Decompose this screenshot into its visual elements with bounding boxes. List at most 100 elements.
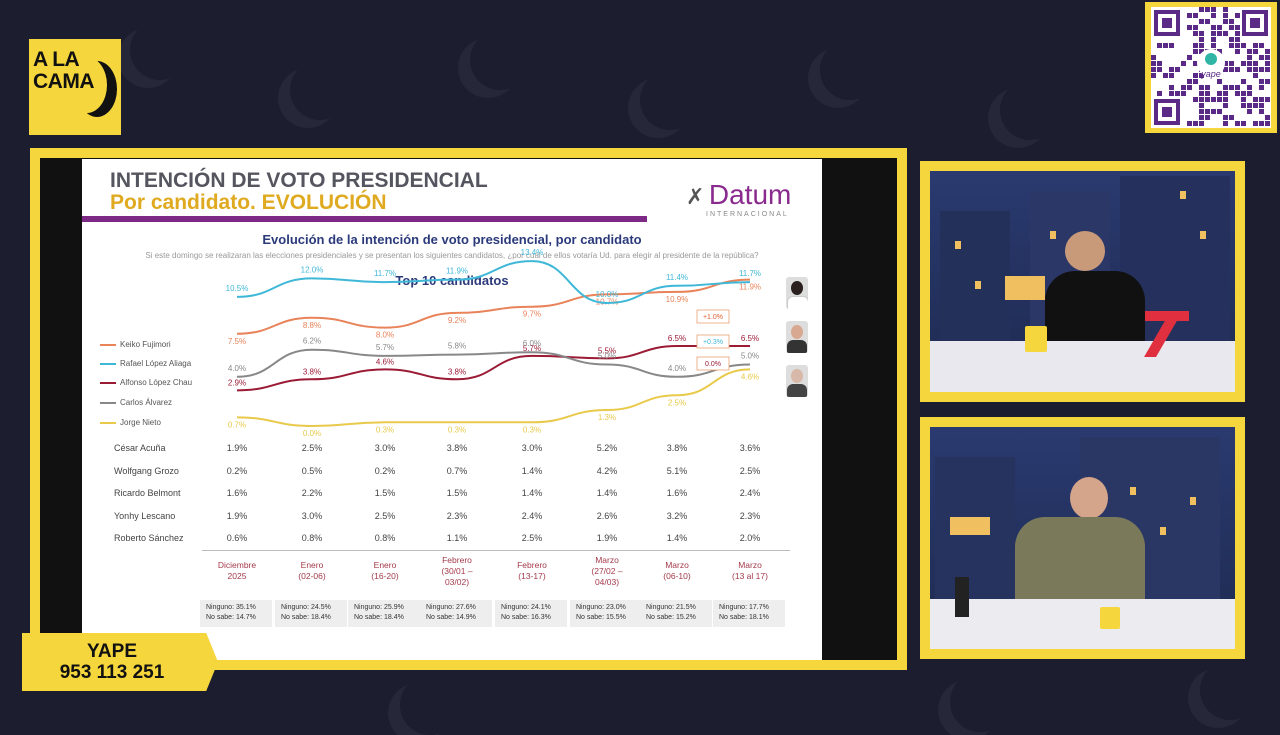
microphone-icon: [955, 577, 969, 617]
date-label: Marzo (27/02 –04/03): [574, 555, 640, 588]
table-cell: 2.4%: [739, 488, 761, 498]
candidate-photo: [786, 365, 808, 397]
series-line: [236, 368, 751, 428]
legend-swatch: [100, 381, 116, 384]
datum-logo: ✗ Datum INTERNACIONAL: [686, 179, 791, 218]
date-label-line: Diciembre: [217, 560, 257, 570]
host-body: [1015, 517, 1145, 607]
data-label: 12.0%: [301, 265, 324, 274]
slide-title: INTENCIÓN DE VOTO PRESIDENCIAL: [110, 169, 488, 192]
date-label: Marzo (13 al 17): [717, 560, 783, 582]
table-cell: 1.4%: [596, 488, 618, 498]
ninguno-value: Ninguno: 35.1%: [206, 604, 256, 611]
legend-swatch: [100, 343, 116, 346]
table-cell: 3.8%: [666, 443, 688, 453]
ninguno-value: Ninguno: 21.5%: [646, 604, 696, 611]
date-label: Enero (02-06): [279, 560, 345, 582]
data-label: 0.7%: [228, 420, 246, 429]
nosabe-value: No sabe: 15.2%: [646, 614, 696, 621]
data-label: 5.7%: [376, 343, 394, 352]
data-label: 10.5%: [226, 284, 249, 293]
undecided-box: Ninguno: 17.7% No sabe: 18.1%: [713, 600, 785, 627]
legend-swatch: [100, 401, 116, 404]
data-label: 11.7%: [374, 269, 396, 278]
data-label: 4.6%: [741, 372, 759, 381]
table-row-label: Yonhy Lescano: [114, 510, 176, 521]
ninguno-value: Ninguno: 23.0%: [576, 604, 626, 611]
table-cell: 2.3%: [446, 510, 468, 521]
data-label: 2.5%: [668, 398, 686, 407]
date-label-line: 03/02): [444, 577, 470, 587]
data-label: 6.5%: [668, 334, 686, 343]
date-label-line: Marzo: [595, 555, 619, 565]
date-axis-line: [202, 550, 790, 551]
date-label-line: Enero: [300, 560, 324, 570]
yape-donation-banner: YAPE 953 113 251: [22, 633, 218, 691]
legend-label: Keiko Fujimori: [120, 340, 171, 349]
undecided-box: Ninguno: 23.0% No sabe: 15.5%: [570, 600, 642, 627]
change-box: [696, 356, 730, 371]
table-cell: 1.9%: [596, 533, 618, 543]
table-cell: 0.8%: [374, 533, 396, 543]
table-cell: 2.5%: [374, 510, 396, 521]
date-label: Enero (16-20): [352, 560, 418, 582]
series-line: [236, 348, 751, 378]
table-cell: 1.4%: [521, 465, 543, 476]
table-cell: 1.4%: [521, 488, 543, 498]
table-cell: 5.2%: [596, 443, 618, 453]
moon-icon: [290, 60, 350, 120]
undecided-box: Ninguno: 35.1% No sabe: 14.7%: [200, 600, 272, 627]
mug: [1025, 326, 1047, 352]
table-cell: 0.5%: [301, 465, 323, 476]
ninguno-value: Ninguno: 25.9%: [354, 604, 404, 611]
date-label-line: Marzo: [738, 560, 762, 570]
moon-icon: [1000, 80, 1060, 140]
data-label: 5.5%: [598, 346, 616, 355]
table-cell: 1.1%: [446, 533, 468, 543]
data-label: 0.3%: [448, 425, 466, 434]
series-line: [236, 260, 751, 305]
datum-figure-icon: ✗: [686, 184, 705, 209]
change-label: +1.0%: [703, 314, 723, 321]
data-label: 5.0%: [598, 352, 616, 361]
data-label: 5.7%: [523, 344, 541, 353]
table-cell: 2.5%: [301, 443, 323, 453]
table-row-label: Ricardo Belmont: [114, 488, 181, 498]
moon-icon: [1200, 660, 1260, 720]
date-label-line: Enero: [373, 560, 397, 570]
poll-slide: INTENCIÓN DE VOTO PRESIDENCIAL Por candi…: [82, 159, 822, 660]
data-label: 0.3%: [376, 425, 394, 434]
data-label: 7.5%: [228, 337, 246, 346]
data-label: 11.7%: [739, 269, 761, 278]
date-label-line: (13 al 17): [732, 571, 768, 581]
data-label: 6.5%: [741, 334, 759, 343]
host-face: [1070, 477, 1108, 519]
candidate-photo: [786, 277, 808, 309]
camera-feed-top: [920, 161, 1245, 402]
date-label-line: Febrero: [442, 555, 472, 565]
moon-icon: [67, 57, 117, 117]
table-cell: 2.4%: [521, 510, 543, 521]
table-cell: 0.6%: [226, 533, 248, 543]
table-cell: 0.7%: [446, 465, 468, 476]
data-label: 1.3%: [598, 413, 616, 422]
change-label: +0.3%: [703, 339, 723, 346]
yape-qr-code[interactable]: yape: [1145, 2, 1277, 133]
table-cell: 1.9%: [226, 443, 248, 453]
data-label: 10.9%: [666, 295, 689, 304]
table-cell: 1.5%: [446, 488, 468, 498]
camera-feed-bottom: [920, 417, 1245, 659]
legend-item: Keiko Fujimori: [100, 340, 171, 349]
table-cell: 3.8%: [446, 443, 468, 453]
date-label-line: (06-10): [663, 571, 691, 581]
legend-item: Rafael López Aliaga: [100, 359, 191, 368]
legend-label: Jorge Nieto: [120, 418, 161, 427]
desk: [930, 341, 1235, 392]
data-label: 0.0%: [303, 429, 321, 438]
change-label: 0.0%: [705, 361, 721, 368]
chart-title: Evolución de la intención de voto presid…: [262, 232, 642, 247]
table-cell: 2.0%: [739, 533, 761, 543]
legend-label: Carlos Álvarez: [120, 398, 173, 407]
table-cell: 1.9%: [226, 510, 248, 521]
change-box: [696, 309, 730, 324]
